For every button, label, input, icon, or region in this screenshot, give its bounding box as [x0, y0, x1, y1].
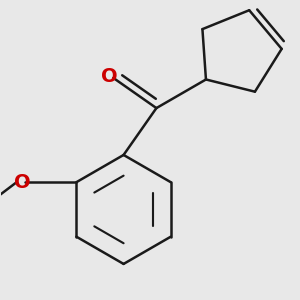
Text: O: O [14, 173, 31, 192]
Text: O: O [101, 67, 118, 86]
